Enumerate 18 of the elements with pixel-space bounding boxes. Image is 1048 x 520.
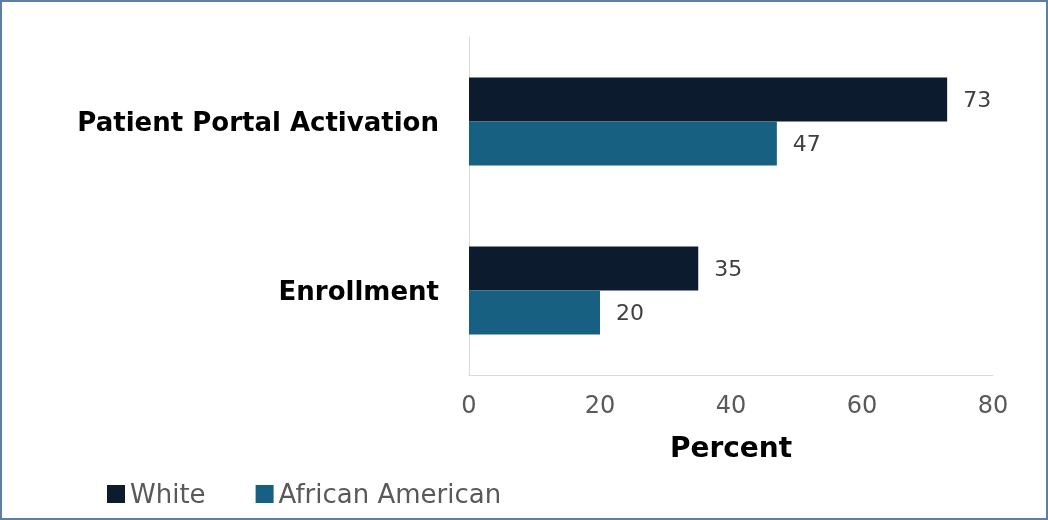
y-tick-label: Enrollment (278, 275, 439, 306)
x-tick-label: 20 (584, 391, 616, 419)
data-label: 20 (616, 300, 644, 325)
data-label: 73 (963, 87, 992, 112)
bar (469, 77, 948, 122)
data-label: 35 (714, 256, 743, 281)
bar (469, 121, 777, 166)
x-tick-label: 40 (715, 391, 747, 419)
bar (469, 246, 699, 291)
legend-label: African American (278, 479, 502, 509)
legend-label: White (130, 479, 206, 509)
y-tick-label: Patient Portal Activation (77, 106, 439, 137)
x-tick-label: 80 (977, 391, 1009, 419)
x-tick-label: 0 (461, 391, 477, 419)
data-label: 47 (792, 131, 821, 156)
x-axis-title: Percent (669, 430, 793, 464)
x-tick-label: 60 (846, 391, 878, 419)
bar (469, 290, 600, 335)
